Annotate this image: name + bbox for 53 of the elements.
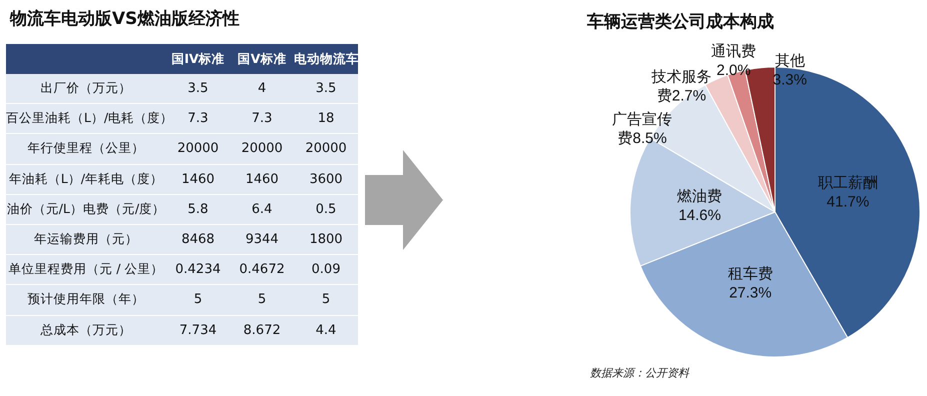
data-label: 7.3 xyxy=(188,111,208,126)
data-label: 5 xyxy=(166,284,230,315)
text: 物流车电动版VS燃油版经济性 xyxy=(10,8,240,31)
category-label: 年运输费用（元） xyxy=(6,224,166,255)
data-label: 41.7% xyxy=(826,193,870,210)
data-label: 1460 xyxy=(230,164,294,194)
data-label: 18 xyxy=(294,104,358,134)
slice-label: 广告宣传费8.5% xyxy=(612,111,672,148)
data-label: 8.672 xyxy=(230,315,294,346)
data-label: 27.3% xyxy=(729,284,772,302)
data-label: 9344 xyxy=(230,224,294,255)
data-label: 0.4672 xyxy=(230,254,294,285)
category-label: 百公里油耗（L）/电耗（度） xyxy=(6,109,174,128)
chart-title: 车辆运营类公司成本构成 xyxy=(586,12,774,31)
category-label: 年油耗（L）/年耗电（度） xyxy=(6,164,166,194)
data-label: 1800 xyxy=(294,224,358,255)
data-label: 20000 xyxy=(294,134,358,164)
slice-label: 其他 xyxy=(774,52,805,70)
category-label: 年行使里程（公里） xyxy=(6,134,166,164)
data-label: 4 xyxy=(230,74,294,104)
data-label: 4.4 xyxy=(294,315,358,346)
series-label: 国IV标准 xyxy=(166,44,230,74)
data-label: 0.09 xyxy=(294,254,358,285)
data-label: 20000 xyxy=(230,134,294,164)
data-label: 7.734 xyxy=(166,315,230,346)
data-label: 1460 xyxy=(166,164,230,194)
source-note: 数据来源：公开资料 xyxy=(590,366,690,380)
slice-label: 租车费 xyxy=(728,265,773,282)
data-label: 20000 xyxy=(166,134,230,164)
slice-label: 技术服务费2.7% xyxy=(650,68,712,104)
data-label: 3.5 xyxy=(166,74,230,104)
data-label: 5 xyxy=(294,284,358,315)
series-label: 电动物流车 xyxy=(294,44,359,74)
slice-label: 通讯费 xyxy=(711,42,756,60)
category-label: 油价（元/L）电费（元/度） xyxy=(6,194,166,224)
category-label: 预计使用年限（年） xyxy=(6,284,166,315)
slice-label: 燃油费 xyxy=(677,188,722,206)
data-label: 8468 xyxy=(166,224,230,255)
data-label: 0.5 xyxy=(294,194,358,224)
data-label: 3.5 xyxy=(294,74,358,104)
data-label: 6.4 xyxy=(230,194,294,224)
category-label: 总成本（万元） xyxy=(6,315,166,346)
series-label: 国V标准 xyxy=(230,44,294,74)
data-label: 0.4234 xyxy=(166,254,230,285)
data-label: 5.8 xyxy=(166,194,230,224)
data-label: 5 xyxy=(230,284,294,315)
data-label: 7.3 xyxy=(230,104,294,134)
category-label: 出厂价（万元） xyxy=(6,74,166,104)
category-label: 单位里程费用（元 / 公里） xyxy=(6,254,166,285)
data-label: 3600 xyxy=(294,164,358,194)
data-label: 14.6% xyxy=(678,207,721,224)
slice-label: 职工薪酬 xyxy=(818,174,878,192)
data-label: 2.0% xyxy=(716,62,751,79)
